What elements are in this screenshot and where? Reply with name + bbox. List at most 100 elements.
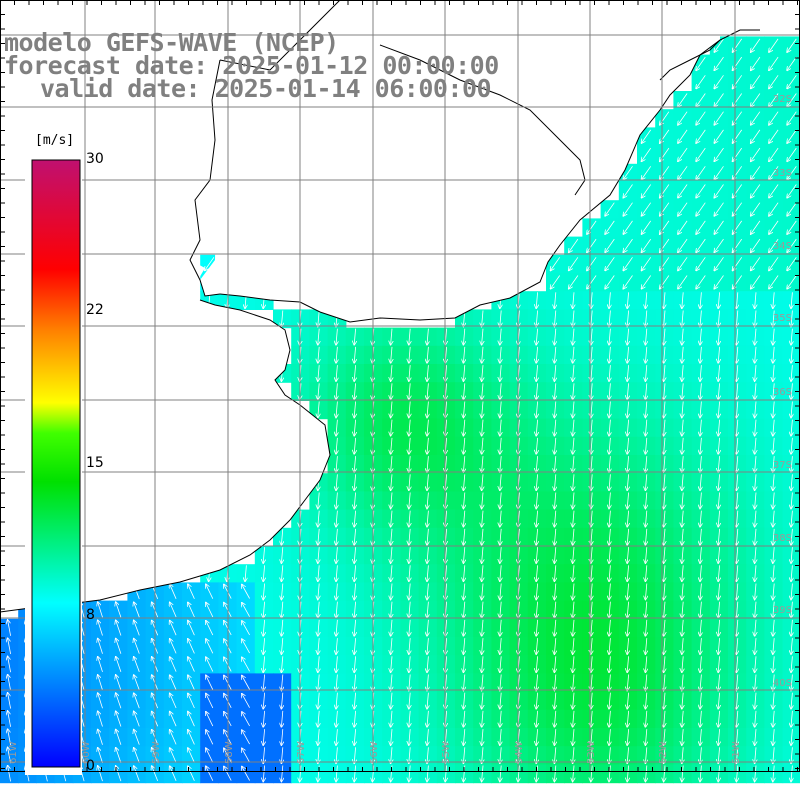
- latitude-label: 34S: [773, 241, 792, 252]
- wind-arrow: [609, 456, 610, 472]
- wind-arrow: [573, 328, 574, 345]
- wind-arrow: [736, 328, 737, 345]
- wind-cell: [709, 273, 729, 292]
- wind-cell: [746, 145, 765, 165]
- wind-cell: [618, 254, 638, 274]
- wind-arrow: [409, 565, 410, 581]
- wind-cell: [582, 273, 602, 292]
- wind-arrow: [700, 383, 701, 399]
- wind-arrow: [281, 601, 282, 618]
- wind-arrow: [627, 346, 628, 363]
- wind-arrow: [482, 474, 483, 490]
- wind-arrow: [482, 383, 483, 399]
- wind-arrow: [536, 419, 537, 436]
- wind-arrow: [733, 56, 743, 70]
- wind-arrow: [482, 310, 483, 327]
- wind-arrow: [714, 275, 724, 289]
- wind-arrow: [336, 510, 337, 527]
- wind-arrow: [769, 93, 779, 107]
- wind-arrow: [427, 383, 428, 399]
- wind-arrow: [645, 346, 646, 363]
- wind-arrow: [645, 292, 646, 308]
- wind-arrow: [391, 419, 392, 436]
- wind-arrow: [755, 565, 756, 581]
- wind-arrow: [700, 547, 701, 563]
- wind-cell: [728, 145, 747, 165]
- wind-arrow: [645, 565, 646, 581]
- wind-arrow: [354, 365, 355, 381]
- wind-cell: [728, 54, 747, 74]
- wind-cell: [764, 127, 784, 147]
- wind-arrow: [605, 202, 615, 216]
- wind-arrow: [336, 419, 337, 436]
- wind-cell: [728, 200, 747, 219]
- wind-arrow: [645, 456, 646, 472]
- wind-cell: [691, 72, 711, 92]
- wind-arrow: [755, 310, 756, 327]
- wind-arrow: [627, 474, 628, 490]
- wind-arrow: [787, 238, 797, 252]
- wind-arrow: [609, 547, 610, 563]
- valid-date: valid date: 2025-01-14 06:00:00: [40, 74, 492, 103]
- wind-arrow: [736, 583, 737, 600]
- wind-arrow: [336, 456, 337, 472]
- wind-arrow: [714, 220, 724, 234]
- wind-arrow: [482, 437, 483, 454]
- wind-arrow: [660, 275, 670, 289]
- wind-arrow: [427, 419, 428, 436]
- wind-arrow: [627, 456, 628, 472]
- wind-arrow: [573, 401, 574, 418]
- wind-arrow: [427, 547, 428, 563]
- wind-arrow: [587, 275, 597, 289]
- wind-cell: [673, 236, 693, 256]
- wind-arrow: [591, 401, 592, 418]
- longitude-label: 57W: [296, 741, 307, 764]
- wind-arrow: [787, 147, 797, 161]
- wind-arrow: [700, 565, 701, 581]
- wind-arrow: [736, 492, 737, 509]
- wind-arrow: [787, 202, 797, 216]
- wind-arrow: [718, 346, 719, 363]
- wind-arrow: [427, 565, 428, 581]
- wind-arrow: [787, 166, 797, 179]
- wind-arrow: [718, 328, 719, 345]
- wind-arrow: [609, 474, 610, 490]
- wind-arrow: [591, 328, 592, 345]
- wind-arrow: [791, 328, 792, 345]
- wind-arrow: [627, 547, 628, 563]
- wind-arrow: [609, 583, 610, 600]
- wind-arrow: [700, 419, 701, 436]
- wind-arrow: [751, 238, 761, 252]
- wind-arrow: [623, 202, 633, 216]
- wind-arrow: [263, 565, 264, 581]
- wind-arrow: [773, 292, 774, 308]
- wind-arrow: [714, 56, 724, 70]
- wind-arrow: [791, 474, 792, 490]
- wind-arrow: [500, 583, 501, 600]
- wind-arrow: [755, 437, 756, 454]
- wind-arrow: [591, 510, 592, 527]
- wind-arrow: [736, 456, 737, 472]
- wind-arrow: [678, 129, 688, 143]
- wind-arrow: [409, 365, 410, 381]
- wind-cell: [709, 200, 729, 219]
- longitude-label: 58W: [224, 741, 235, 764]
- wind-arrow: [751, 93, 761, 107]
- wind-arrow: [463, 565, 464, 581]
- wind-arrow: [642, 220, 652, 234]
- wind-cell: [655, 182, 674, 201]
- wind-cell: [582, 236, 602, 256]
- wind-cell: [691, 145, 711, 165]
- wind-cell: [655, 273, 674, 292]
- wind-cell: [764, 145, 784, 165]
- wind-arrow: [787, 275, 797, 289]
- wind-arrow: [696, 184, 706, 198]
- wind-arrow: [623, 275, 633, 289]
- wind-arrow: [682, 383, 683, 399]
- wind-arrow: [718, 419, 719, 436]
- wind-arrow: [751, 257, 761, 270]
- wind-cell: [637, 273, 656, 292]
- wind-cell: [728, 236, 747, 256]
- longitude-label: 53W: [586, 741, 597, 764]
- wind-cell: [637, 254, 656, 274]
